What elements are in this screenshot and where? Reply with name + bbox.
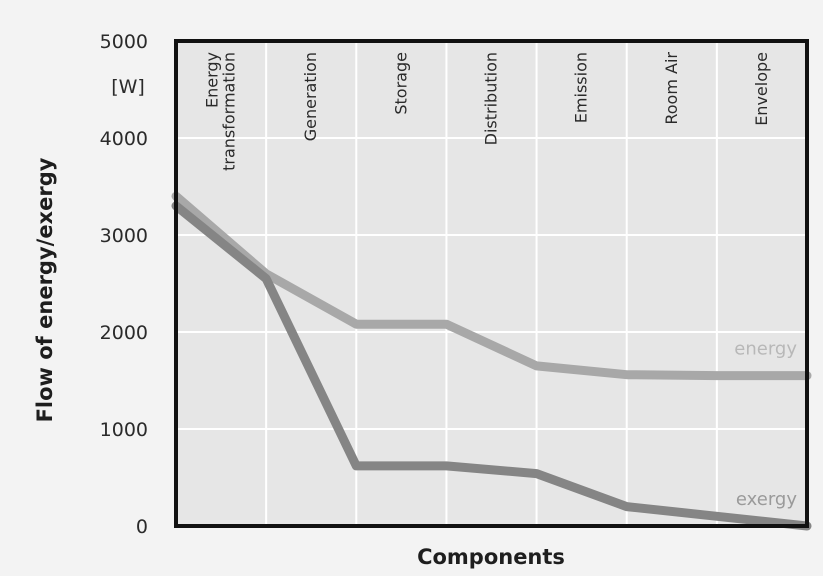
category-label: Storage <box>391 52 410 115</box>
plot-frame <box>174 39 809 528</box>
series-line-energy <box>171 191 812 381</box>
category-label: Emission <box>572 52 591 123</box>
category-label: Energy <box>203 52 222 108</box>
y-tick-label: 1000 <box>100 419 148 441</box>
grid-lines <box>176 41 807 526</box>
series-line-exergy <box>171 201 812 531</box>
y-tick-label: 3000 <box>100 225 148 247</box>
y-tick-label: 5000 <box>100 31 148 53</box>
category-label: Envelope <box>752 52 771 126</box>
y-axis-ticks: 0 1000 2000 3000 4000 5000 <box>100 31 148 538</box>
y-tick-label: 2000 <box>100 322 148 344</box>
y-tick-label: 0 <box>136 516 148 538</box>
series-label-exergy: exergy <box>736 489 797 510</box>
series-label-energy: energy <box>734 339 797 360</box>
series-labels: energy exergy <box>734 339 797 510</box>
category-label: Generation <box>301 52 320 141</box>
category-label: transformation <box>220 52 239 171</box>
x-axis-title: Components <box>417 545 565 569</box>
y-axis-title: Flow of energy/exergy <box>33 157 57 422</box>
y-tick-label: 4000 <box>100 128 148 150</box>
y-axis-unit: [W] <box>111 76 145 98</box>
series-lines <box>171 191 812 531</box>
category-label: Room Air <box>662 52 681 125</box>
category-label: Distribution <box>482 52 501 145</box>
